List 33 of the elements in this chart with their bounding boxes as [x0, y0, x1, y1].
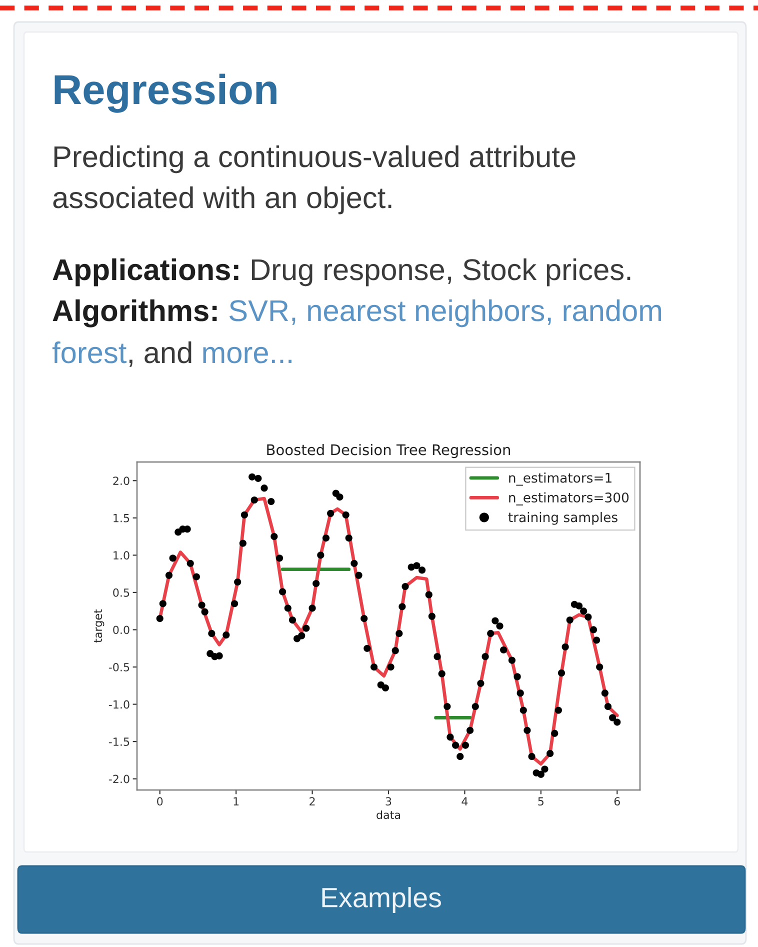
x-tick-label: 1 — [234, 797, 239, 806]
text: Predicting a continuous-valued attribute — [54, 145, 576, 174]
chart-title: Boosted Decision Tree Regression — [267, 444, 510, 458]
legend-label: n_estimators=1 — [509, 472, 612, 486]
text: associated with an object. — [53, 186, 392, 214]
x-axis-title: data — [376, 810, 400, 820]
x-tick-label: 2 — [310, 797, 315, 806]
x-tick-label: 5 — [538, 797, 544, 806]
y-axis-title: target — [94, 609, 104, 643]
y-tick-label: 1.5 — [114, 514, 130, 522]
legend-label: n_estimators=300 — [509, 492, 629, 506]
text: Applications: — [52, 258, 238, 286]
text: Regression — [54, 74, 276, 113]
y-tick-label: 2.0 — [113, 476, 130, 486]
text: , and — [129, 341, 192, 367]
x-tick-label: 6 — [614, 797, 620, 806]
text: SVR, nearest neighbors, random — [229, 299, 662, 328]
y-tick-label: 1.0 — [114, 551, 130, 560]
y-tick-label: -1.0 — [108, 700, 130, 709]
x-tick-label: 0 — [157, 797, 163, 806]
text: more... — [203, 346, 292, 364]
x-tick-label: 4 — [462, 797, 468, 806]
x-tick-label: 3 — [386, 797, 392, 806]
text: Drug response, Stock prices. — [252, 258, 630, 286]
text: forest — [52, 341, 126, 364]
y-tick-label: -2.0 — [108, 774, 130, 784]
y-tick-label: -1.5 — [108, 738, 130, 746]
y-tick-label: 0.5 — [113, 588, 130, 597]
text: Examples — [322, 887, 441, 913]
y-tick-label: 0.0 — [113, 626, 130, 634]
legend-label: training samples — [508, 512, 618, 525]
y-tick-label: -0.5 — [108, 662, 130, 672]
text: Algorithms: — [52, 299, 217, 328]
